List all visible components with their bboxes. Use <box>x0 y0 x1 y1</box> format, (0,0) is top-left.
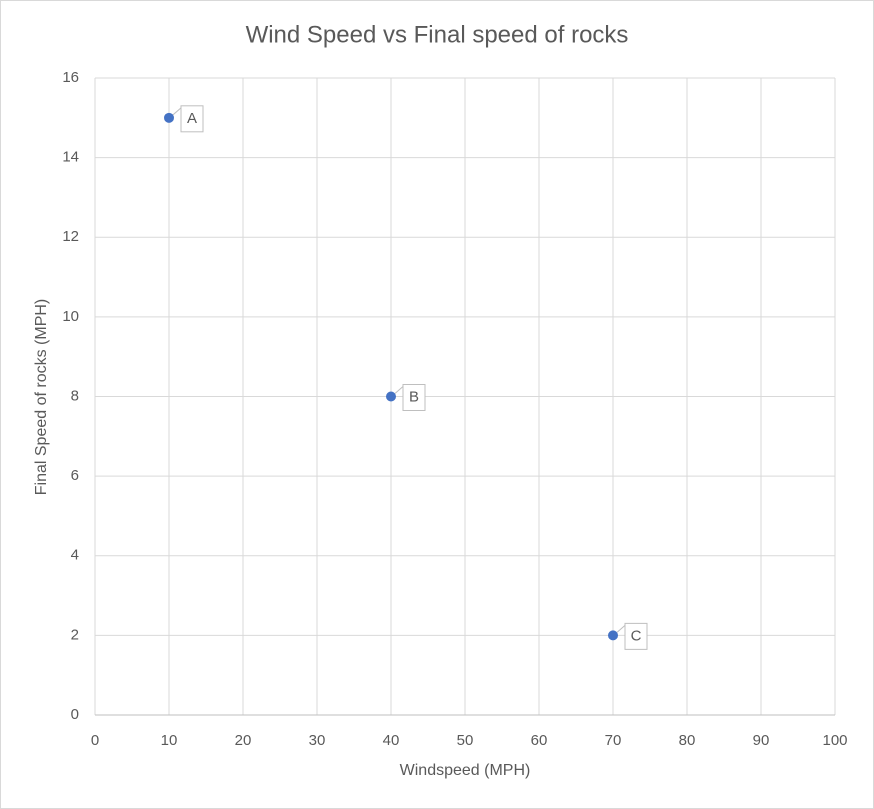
x-tick-label: 50 <box>457 732 474 749</box>
y-tick-label: 4 <box>71 547 79 564</box>
x-axis-title: Windspeed (MPH) <box>400 762 531 779</box>
x-tick-label: 30 <box>309 732 326 749</box>
label-box <box>402 384 426 411</box>
y-axis-title: Final Speed of rocks (MPH) <box>33 299 50 496</box>
label-box <box>624 622 648 650</box>
x-tick-label: 10 <box>161 732 178 749</box>
x-tick-label: 40 <box>383 732 400 749</box>
point <box>608 630 618 641</box>
x-tick-label: 20 <box>235 732 252 749</box>
label-box <box>180 105 204 133</box>
chart-title: Wind Speed vs Final speed of rocks <box>246 21 629 48</box>
x-tick-label: 0 <box>91 732 99 749</box>
x-tick-label: 90 <box>753 732 770 749</box>
point <box>386 391 396 402</box>
x-tick-label: 80 <box>679 732 696 749</box>
y-tick-label: 8 <box>71 387 79 404</box>
x-tick-label: 100 <box>822 732 847 749</box>
y-tick-label: 0 <box>71 706 79 723</box>
data-label: B <box>409 388 419 405</box>
x-tick-label: 60 <box>531 732 548 749</box>
x-tick-label: 70 <box>605 732 622 749</box>
data-label: C <box>631 627 642 644</box>
y-tick-label: 14 <box>62 149 79 166</box>
y-tick-label: 10 <box>62 308 79 325</box>
y-tick-label: 2 <box>71 626 79 643</box>
data-label: A <box>187 110 197 127</box>
y-tick-label: 6 <box>71 467 79 484</box>
y-tick-label: 12 <box>62 228 79 245</box>
y-tick-label: 16 <box>62 69 79 86</box>
point <box>164 112 174 123</box>
